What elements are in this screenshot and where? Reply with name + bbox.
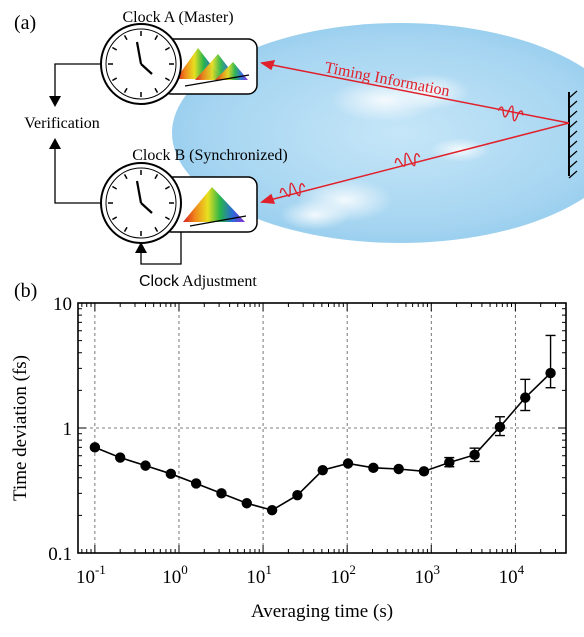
clock-a-label: Clock A (Master) — [122, 9, 233, 26]
x-tick-label: 103 — [415, 562, 441, 588]
clouds — [280, 74, 490, 230]
x-tick-label: 101 — [246, 562, 272, 588]
clock-b-label: Clock B (Synchronized) — [132, 147, 288, 164]
y-axis-label: Time deviation (fs) — [10, 355, 31, 501]
pulses — [279, 105, 524, 197]
x-tick-label: 10-1 — [76, 562, 106, 588]
x-tick-label: 104 — [499, 562, 525, 588]
data-point — [292, 490, 303, 501]
adjustment-arrow-icon — [135, 242, 147, 253]
clock-b-icon — [100, 162, 182, 244]
data-point — [520, 392, 531, 403]
sky-background — [172, 23, 584, 243]
upper-beam — [261, 62, 570, 124]
y-tick-label: 1 — [63, 419, 73, 440]
verification-loop — [54, 63, 101, 204]
panel-a: (a) Clock A (Master) — [14, 9, 584, 290]
verification-arrow-up-icon — [49, 138, 61, 149]
clock-a-icon — [100, 23, 182, 105]
upper-beam-arrowhead-icon — [260, 60, 276, 71]
data-point — [469, 449, 480, 461]
data-point — [444, 457, 455, 468]
adjustment-loop — [140, 232, 182, 265]
series-line — [94, 372, 552, 512]
verification-label: Verification — [24, 115, 100, 132]
data-point — [342, 458, 354, 469]
data-point — [190, 478, 202, 489]
x-tick-label: 100 — [162, 562, 188, 588]
data-point — [241, 498, 252, 509]
x-axis-label: Averaging time (s) — [251, 601, 393, 622]
pulse-3 — [394, 152, 421, 167]
data-point — [368, 462, 379, 474]
pulse-2 — [279, 182, 306, 197]
data-point — [89, 442, 101, 453]
panel-a-label: (a) — [14, 12, 36, 34]
data-point — [545, 367, 556, 379]
time-deviation-chart: 10-1 100 101 102 103 104 0.1 1 10 Averaging time … — [10, 294, 567, 622]
panel-b-label: (b) — [14, 280, 37, 302]
data-point — [317, 464, 328, 476]
clock-b-comb-icon — [183, 187, 247, 227]
data-point — [494, 421, 506, 433]
lower-beam-arrowhead-icon — [260, 193, 276, 204]
verification-arrow-down-icon — [49, 96, 61, 107]
y-tick-label: 10 — [53, 294, 72, 315]
panel-b: (b) 10-1 100 101 102 103 104 0.1 1 10 Averaging t… — [10, 280, 567, 622]
mirror-icon — [568, 90, 578, 179]
x-tick-label: 102 — [330, 562, 356, 588]
data-point — [418, 466, 430, 477]
pulse-1 — [497, 105, 524, 122]
y-tick-label: 0.1 — [48, 544, 72, 565]
clock-a-comb-icon — [176, 48, 250, 87]
data-point — [114, 452, 126, 463]
data-point — [216, 488, 227, 499]
data-point — [165, 468, 177, 480]
data-point — [140, 460, 151, 471]
adjustment-label: Clock Adjustment — [139, 273, 257, 290]
data-point — [393, 463, 404, 475]
data-point — [266, 504, 278, 516]
